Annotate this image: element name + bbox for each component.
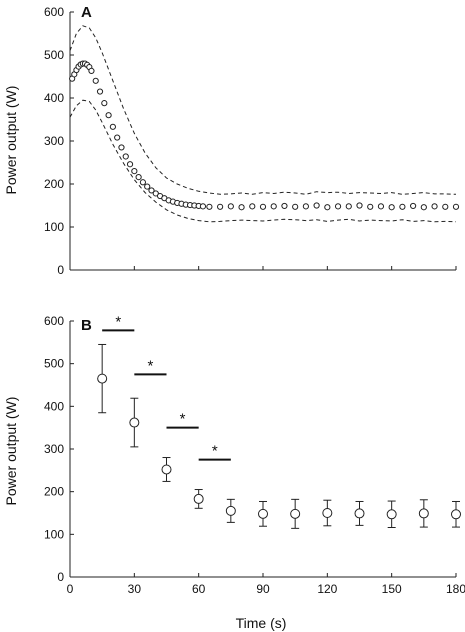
y-axis-title-b: Power output (W) (3, 397, 19, 506)
x-tick-label: 180 (446, 582, 465, 596)
data-point (290, 508, 301, 519)
data-point (126, 161, 134, 168)
y-tick-label: 500 (44, 48, 64, 62)
y-tick-label: 600 (44, 5, 64, 19)
data-point (114, 134, 121, 141)
data-point (238, 204, 245, 211)
data-point (386, 509, 397, 520)
data-point (451, 509, 461, 520)
data-point (259, 203, 267, 210)
data-point (135, 174, 142, 181)
data-point (199, 203, 207, 210)
data-point (281, 202, 288, 210)
data-point (144, 183, 151, 190)
data-point (217, 203, 224, 210)
panel-a: A Power output (W) 0 100 200 300 400 500 600 (3, 4, 460, 277)
y-tick-label: 100 (44, 220, 64, 234)
y-tick-label: 0 (57, 263, 64, 277)
x-tick-label: 90 (256, 582, 270, 596)
data-point (399, 203, 406, 210)
y-tick-label: 300 (44, 442, 64, 456)
data-point (92, 77, 99, 84)
data-point (118, 144, 125, 151)
data-point (420, 204, 427, 211)
x-tick-label: 30 (128, 582, 142, 596)
significance-star: * (180, 411, 186, 428)
y-tick-label: 400 (44, 399, 64, 413)
data-point (452, 203, 460, 210)
y-tick-label: 200 (44, 485, 64, 499)
data-point (431, 203, 438, 210)
data-point (101, 100, 108, 107)
data-point (109, 123, 116, 130)
y-tick-label: 200 (44, 177, 64, 191)
y-tick-label: 100 (44, 527, 64, 541)
data-point (388, 204, 395, 211)
data-point (442, 203, 449, 210)
data-point (418, 508, 429, 519)
data-point (258, 508, 268, 519)
y-tick-label: 600 (44, 314, 64, 328)
y-tick-label: 500 (44, 357, 64, 371)
data-point (356, 202, 363, 209)
x-tick-label: 60 (192, 582, 206, 596)
data-point (334, 203, 342, 210)
data-point (129, 417, 140, 428)
lower-bound-line (69, 99, 457, 223)
data-point (161, 464, 172, 475)
y-tick-label: 0 (57, 570, 64, 584)
data-point (249, 203, 256, 210)
x-tick-label: 150 (382, 582, 402, 596)
significance-star: * (212, 443, 218, 460)
data-point (377, 203, 385, 210)
x-tick-label: 120 (317, 582, 337, 596)
panel-b: B Power output (W) Time (s) 010020030040… (3, 313, 465, 631)
y-tick-label: 300 (44, 134, 64, 148)
panel-label-a: A (81, 4, 92, 21)
upper-bound-line (69, 25, 457, 195)
data-point (270, 203, 277, 210)
y-tick-label: 400 (44, 91, 64, 105)
data-point (225, 505, 236, 516)
data-point (193, 493, 204, 504)
data-point (206, 203, 213, 210)
data-point (324, 204, 331, 211)
data-point (105, 112, 112, 119)
data-point (131, 168, 138, 175)
data-point (122, 153, 129, 160)
data-point (367, 203, 374, 210)
data-point (322, 508, 333, 518)
data-point (227, 203, 234, 210)
data-point (96, 88, 104, 95)
y-axis-title-a: Power output (W) (3, 86, 19, 195)
data-point (313, 202, 320, 209)
data-point (354, 508, 365, 519)
data-point (410, 202, 417, 210)
x-tick-label: 0 (67, 582, 74, 596)
x-axis-title: Time (s) (236, 615, 287, 631)
data-point (88, 67, 95, 75)
significance-star: * (147, 357, 153, 374)
data-point (345, 203, 352, 210)
panel-label-b: B (81, 317, 92, 334)
data-point (292, 203, 299, 210)
significance-star: * (115, 313, 121, 330)
data-point (97, 373, 108, 384)
data-point (148, 187, 155, 194)
data-point (139, 179, 147, 186)
data-point (302, 203, 309, 210)
